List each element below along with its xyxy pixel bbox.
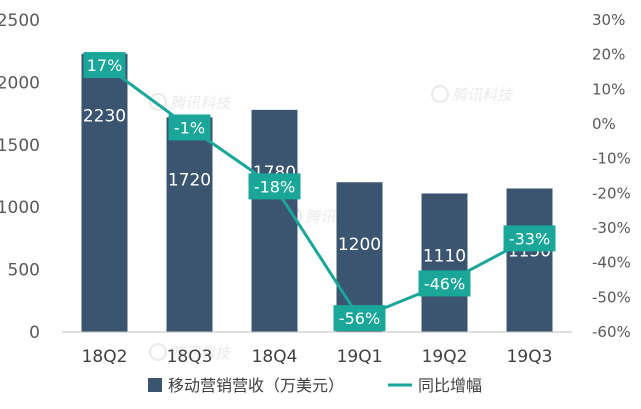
- legend-item-growth: 同比增幅: [388, 376, 482, 395]
- growth-label-18Q3: -1%: [168, 114, 211, 141]
- x-tick-label: 18Q4: [252, 347, 298, 367]
- growth-label-box: [503, 225, 556, 252]
- y-right-tick-label: -30%: [592, 219, 631, 237]
- x-tick-label: 18Q3: [167, 347, 213, 367]
- y-left-tick-label: 1500: [0, 136, 40, 156]
- watermark-icon: [149, 93, 167, 111]
- growth-label-text: -46%: [424, 274, 465, 293]
- growth-label-box: [418, 270, 471, 297]
- bar-value-label: 1720: [168, 170, 211, 190]
- watermark-text: 腾讯科技: [170, 344, 232, 362]
- watermark: 腾讯科技: [149, 93, 232, 112]
- y-right-tick-label: -40%: [592, 254, 631, 272]
- watermark: 腾讯科技: [149, 343, 232, 362]
- growth-label-19Q3: -33%: [503, 225, 556, 252]
- bar-19Q2: [421, 193, 468, 332]
- growth-label-box: [168, 114, 211, 141]
- legend: 移动营销营收（万美元） 同比增幅: [148, 376, 482, 395]
- bar-18Q4: [251, 109, 298, 332]
- x-tick-label: 19Q3: [507, 347, 553, 367]
- legend-label-growth: 同比增幅: [418, 376, 482, 395]
- y-left-tick-label: 1000: [0, 198, 40, 218]
- x-axis: 18Q2 18Q3 18Q4 19Q1 19Q2 19Q3: [62, 331, 572, 367]
- x-tick-label: 18Q2: [82, 347, 128, 367]
- y-right-tick-label: -60%: [592, 323, 631, 341]
- growth-label-18Q4: -18%: [248, 173, 301, 200]
- watermark-icon: [431, 85, 449, 103]
- watermark-icon: [149, 343, 167, 361]
- y-right-tick-label: 30%: [592, 11, 625, 29]
- bar-18Q2: [81, 53, 128, 333]
- growth-label-text: -18%: [254, 177, 295, 196]
- y-left-tick-label: 2500: [0, 11, 40, 31]
- y-right-tick-label: -50%: [592, 288, 631, 306]
- watermark-text: 腾讯科技: [170, 94, 232, 112]
- y-left-tick-label: 500: [8, 261, 40, 281]
- growth-label-text: -33%: [509, 229, 550, 248]
- bar-18Q3: [166, 117, 213, 333]
- bar-value-label: 1110: [423, 246, 466, 266]
- bar-19Q3: [506, 188, 553, 332]
- legend-label-revenue: 移动营销营收（万美元）: [168, 376, 344, 395]
- watermark-text: 腾讯科技: [452, 86, 514, 104]
- left-axis: 0 500 1000 1500 2000 2500: [0, 11, 40, 343]
- y-right-tick-label: -20%: [592, 184, 631, 202]
- y-left-tick-label: 0: [29, 323, 40, 343]
- legend-swatch-bar: [148, 378, 162, 392]
- bar-value-label: 1200: [338, 235, 381, 255]
- growth-label-text: 17%: [87, 56, 123, 75]
- watermark: 腾讯科技: [431, 85, 514, 104]
- y-right-tick-label: -10%: [592, 150, 631, 168]
- growth-label-box: [83, 52, 126, 79]
- growth-label-box: [248, 173, 301, 200]
- growth-label-text: -1%: [174, 118, 205, 137]
- growth-label-box: [333, 305, 386, 332]
- growth-label-19Q1: -56%: [333, 305, 386, 332]
- y-right-tick-label: 10%: [592, 80, 625, 98]
- x-tick-label: 19Q2: [422, 347, 468, 367]
- y-right-tick-label: 0%: [592, 115, 616, 133]
- growth-label-18Q2: 17%: [83, 52, 126, 79]
- line-value-labels: 17% -1% -18% -56% -46% -33%: [83, 52, 556, 332]
- growth-label-19Q2: -46%: [418, 270, 471, 297]
- bar-value-label: 2230: [83, 107, 126, 127]
- legend-item-revenue: 移动营销营收（万美元）: [148, 376, 344, 395]
- y-right-tick-label: 20%: [592, 46, 625, 64]
- right-axis: -60% -50% -40% -30% -20% -10% 0% 10% 20% 30%: [592, 11, 631, 341]
- growth-label-text: -56%: [339, 309, 380, 328]
- x-tick-label: 19Q1: [337, 347, 383, 367]
- y-left-tick-label: 2000: [0, 73, 40, 93]
